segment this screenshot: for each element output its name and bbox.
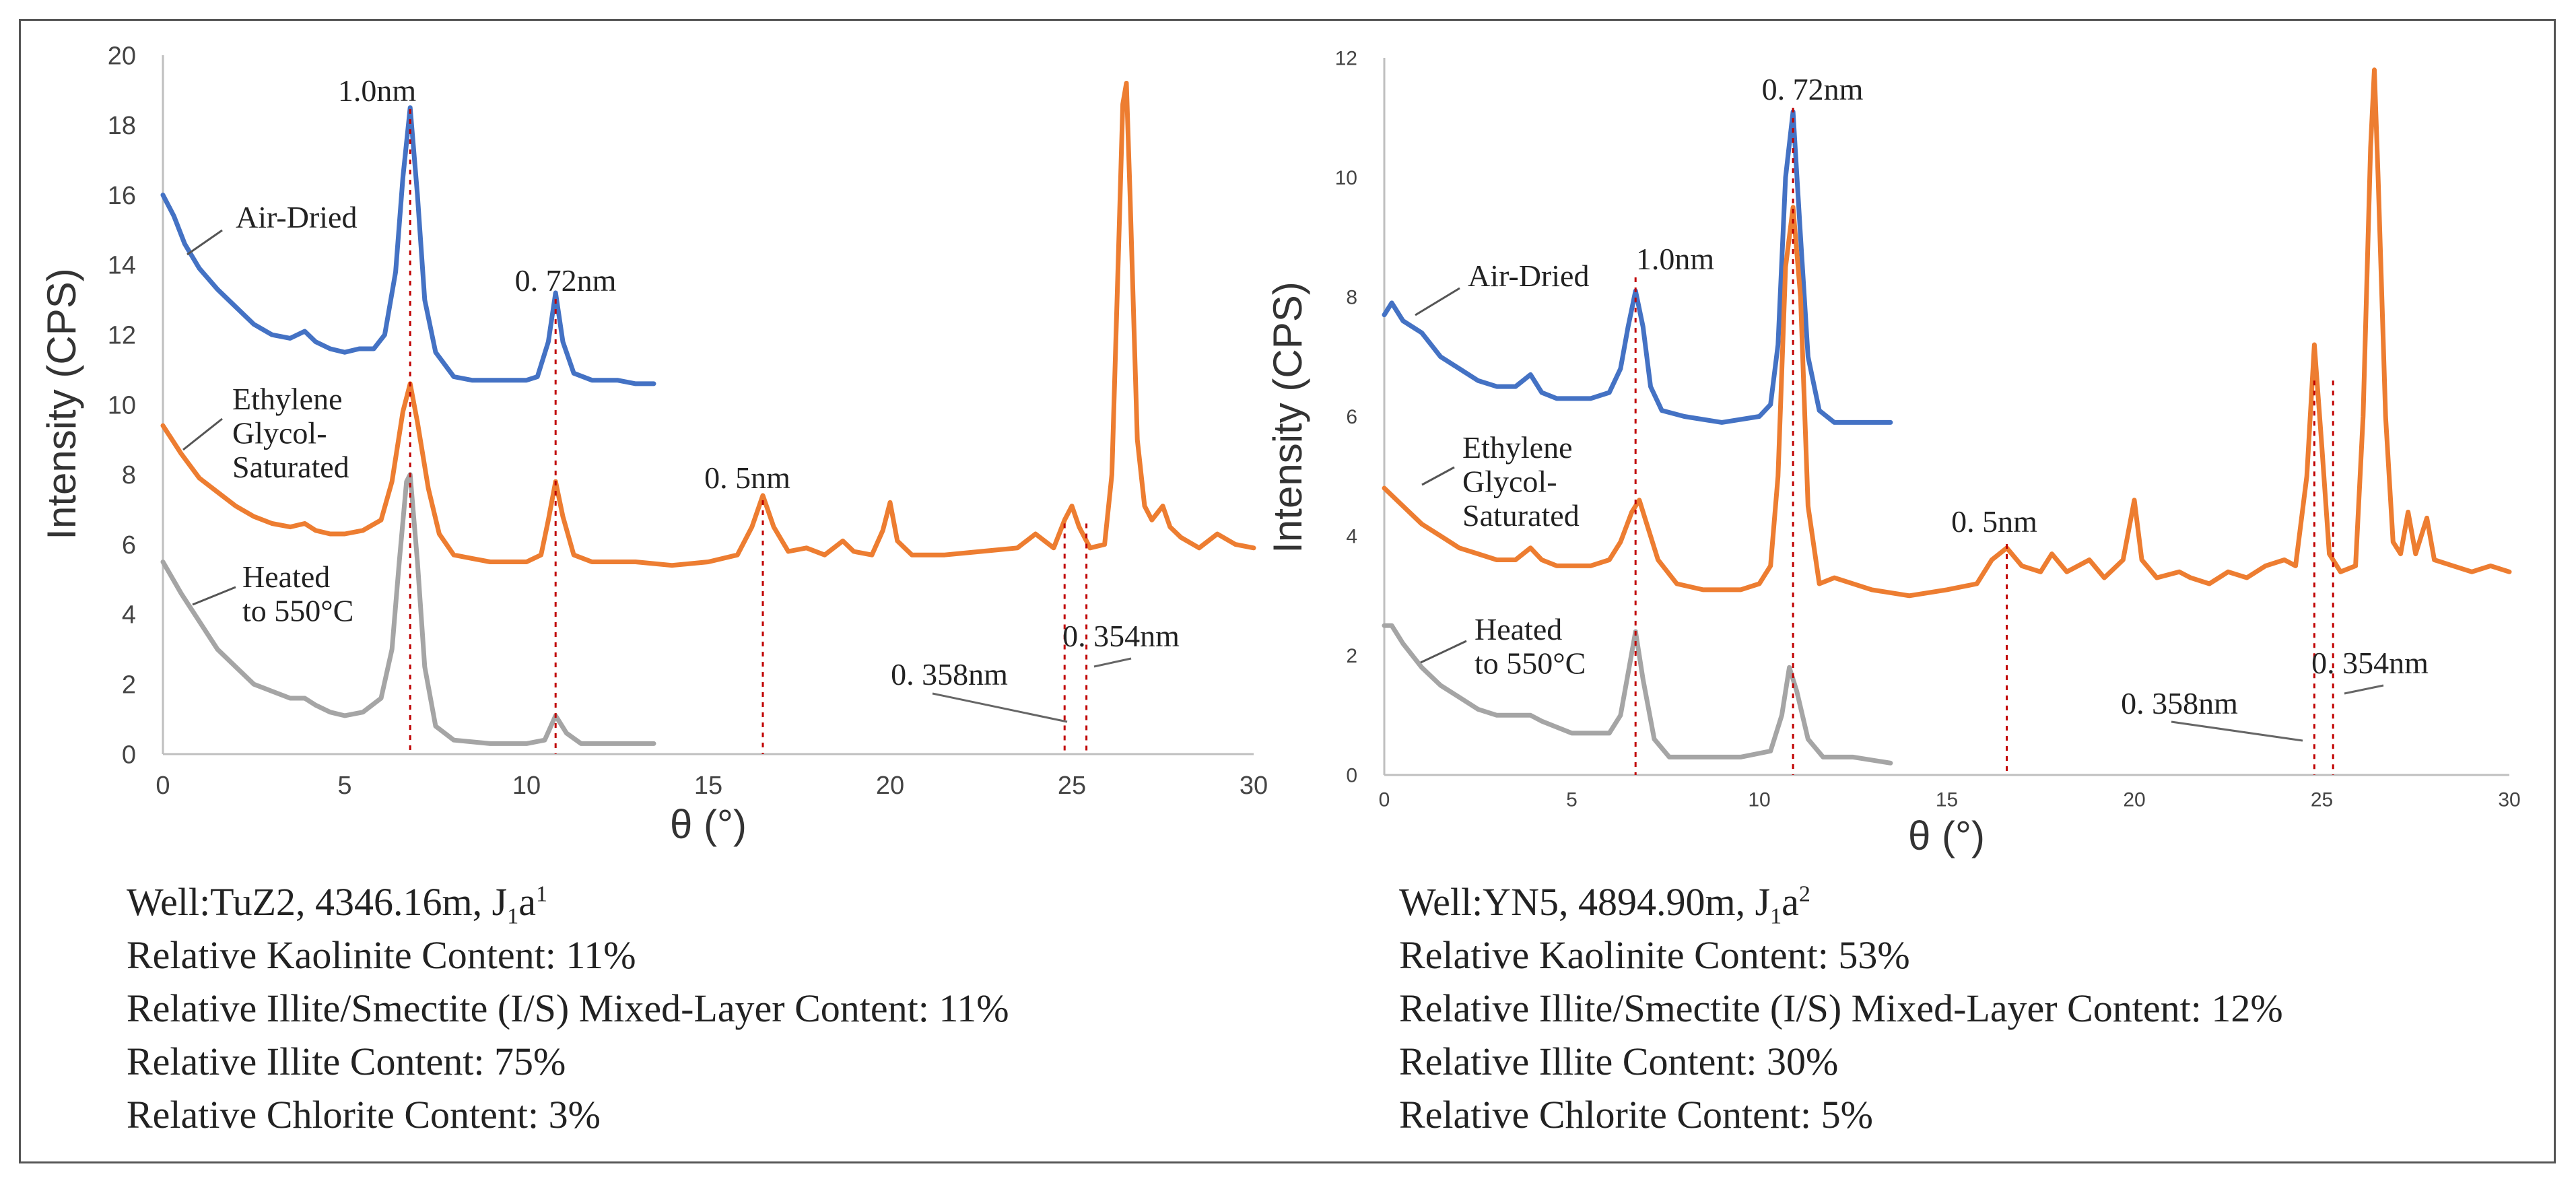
info-right-illite: Relative Illite Content: 30% xyxy=(1399,1040,1839,1083)
info-right: Well:YN5, 4894.90m, J1a2 Relative Kaolin… xyxy=(1399,875,2283,1141)
info-right-is-mixed: Relative Illite/Smectite (I/S) Mixed-Lay… xyxy=(1399,986,2283,1030)
chart1-x-tick-label: 15 xyxy=(694,772,722,800)
chart2-curve-label-leader-2 xyxy=(1421,466,1455,486)
chart2-curve-label-2: Ethylene xyxy=(1462,430,1573,465)
chart1-y-tick-label: 14 xyxy=(108,252,136,280)
chart1-y-tick-label: 10 xyxy=(108,391,136,419)
chart2-curve-label-3: to 550°C xyxy=(1475,646,1586,681)
chart2-y-tick-label: 8 xyxy=(1346,287,1357,309)
chart1-curve-label-leader-1 xyxy=(187,229,223,256)
chart1-peak-leader-5 xyxy=(1093,657,1132,668)
chart2-curve-label-2: Saturated xyxy=(1462,498,1580,533)
info-left-illite: Relative Illite Content: 75% xyxy=(127,1040,566,1083)
chart1-y-tick-label: 6 xyxy=(122,531,136,560)
chart1-y-axis-label: Intensity (CPS) xyxy=(39,268,84,539)
chart2-curve-label-leader-1 xyxy=(1415,287,1460,316)
chart2-peak-label-4: 0. 358nm xyxy=(2121,686,2238,720)
chart2-series-line-1 xyxy=(1382,109,1893,425)
chart1-y-tick-label: 4 xyxy=(122,601,136,630)
chart2-peak-label-3: 0. 5nm xyxy=(1951,504,2037,539)
chart2-x-axis-label: θ (°) xyxy=(1908,813,1985,858)
chart2-x-tick-label: 30 xyxy=(2498,789,2520,811)
chart1-curve-label-2: Saturated xyxy=(232,450,349,484)
chart2-y-tick-label: 10 xyxy=(1335,167,1357,189)
chart1-x-tick-label: 25 xyxy=(1058,772,1086,800)
chart1-y-tick-label: 18 xyxy=(108,112,136,140)
chart2-y-tick-label: 2 xyxy=(1346,645,1357,667)
chart2-curve-label-3: Heated xyxy=(1475,612,1562,646)
chart1-peak-label-1: 1.0nm xyxy=(338,73,417,108)
chart1-x-tick-label: 10 xyxy=(512,772,541,800)
chart1-peak-leader-4 xyxy=(932,692,1068,723)
chart1-curve-label-3: to 550°C xyxy=(242,594,353,628)
chart2-y-tick-label: 0 xyxy=(1346,765,1357,787)
chart1-peak-label-4: 0. 358nm xyxy=(891,657,1008,691)
chart1-y-tick-label: 2 xyxy=(122,671,136,700)
chart1-series-line-1 xyxy=(160,105,656,386)
info-right-well: Well:YN5, 4894.90m, J1a2 xyxy=(1399,880,1810,929)
chart1-peak-label-3: 0. 5nm xyxy=(704,461,790,495)
info-left-is-mixed: Relative Illite/Smectite (I/S) Mixed-Lay… xyxy=(127,986,1009,1030)
chart2-curve-label-1: Air-Dried xyxy=(1468,259,1589,293)
chart2-x-tick-label: 0 xyxy=(1379,789,1390,811)
chart2-x-tick-label: 25 xyxy=(2311,789,2333,811)
info-left-well: Well:TuZ2, 4346.16m, J1a1 xyxy=(127,880,547,929)
chart2-curve-label-leader-3 xyxy=(1420,640,1467,664)
chart1-curve-label-leader-2 xyxy=(182,417,223,451)
chart2-y-axis-label: Intensity (CPS) xyxy=(1265,281,1310,553)
info-left-kaolinite: Relative Kaolinite Content: 11% xyxy=(127,933,636,977)
chart1-series-line-2 xyxy=(160,81,1256,568)
info-right-kaolinite: Relative Kaolinite Content: 53% xyxy=(1399,933,1910,977)
chart1-x-tick-label: 30 xyxy=(1240,772,1268,800)
chart1-curve-label-leader-3 xyxy=(192,586,236,606)
chart1-curve-label-2: Ethylene xyxy=(232,382,343,416)
chart2-series-line-2 xyxy=(1382,67,2512,599)
chart1-x-tick-label: 0 xyxy=(156,772,170,800)
chart1-y-tick-label: 12 xyxy=(108,322,136,350)
chart2-y-tick-label: 6 xyxy=(1346,406,1357,428)
chart1-series-line-3 xyxy=(160,472,656,746)
chart1-y-tick-label: 20 xyxy=(108,42,136,70)
chart2-peak-leader-5 xyxy=(2344,684,2384,695)
chart1-y-tick-label: 16 xyxy=(108,182,136,210)
info-left-chlorite: Relative Chlorite Content: 3% xyxy=(127,1093,601,1137)
chart2-x-tick-label: 5 xyxy=(1566,789,1578,811)
chart1-peak-label-5: 0. 354nm xyxy=(1062,619,1180,653)
chart2-y-tick-label: 12 xyxy=(1335,48,1357,70)
chart1-x-tick-label: 5 xyxy=(337,772,351,800)
chart2-y-tick-label: 4 xyxy=(1346,526,1357,548)
chart1-x-axis-label: θ (°) xyxy=(670,802,747,847)
info-left: Well:TuZ2, 4346.16m, J1a1 Relative Kaoli… xyxy=(127,875,1009,1141)
chart1-y-tick-label: 0 xyxy=(122,741,136,769)
figure-frame xyxy=(19,19,2556,1163)
chart1-x-tick-label: 20 xyxy=(876,772,904,800)
chart1-curve-label-3: Heated xyxy=(242,560,330,594)
chart2-peak-label-2: 0. 72nm xyxy=(1762,72,1864,106)
chart2-curve-label-2: Glycol- xyxy=(1462,465,1557,499)
chart2-peak-label-5: 0. 354nm xyxy=(2311,646,2429,680)
chart2-x-tick-label: 10 xyxy=(1748,789,1770,811)
chart2-peak-leader-4 xyxy=(2171,720,2303,742)
info-right-chlorite: Relative Chlorite Content: 5% xyxy=(1399,1093,1873,1137)
chart2-peak-label-1: 1.0nm xyxy=(1636,242,1715,276)
chart2-series-line-3 xyxy=(1382,623,1893,766)
chart1-peak-label-2: 0. 72nm xyxy=(515,263,617,298)
chart1-y-tick-label: 8 xyxy=(122,461,136,489)
chart2-x-tick-label: 15 xyxy=(1936,789,1958,811)
chart1-curve-label-2: Glycol- xyxy=(232,416,327,450)
chart1-curve-label-1: Air-Dried xyxy=(236,200,357,234)
chart2-x-tick-label: 20 xyxy=(2123,789,2145,811)
